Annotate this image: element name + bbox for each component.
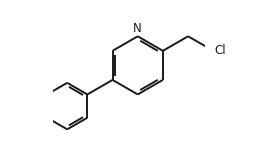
Text: N: N — [133, 22, 142, 34]
Text: Cl: Cl — [215, 44, 226, 57]
